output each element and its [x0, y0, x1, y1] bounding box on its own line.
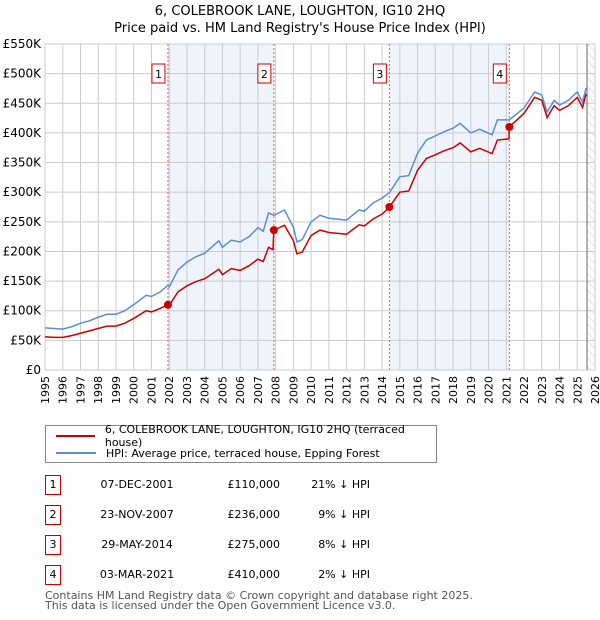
sale-period-band	[167, 44, 274, 370]
sale-label-number: 2	[261, 68, 268, 81]
y-tick-label: £450K	[3, 96, 43, 110]
x-tick-label: 2023	[536, 376, 549, 404]
sale-hpi-delta: 2% ↓ HPI	[318, 568, 370, 581]
x-tick-label: 2003	[181, 376, 194, 404]
chart-title: 6, COLEBROOK LANE, LOUGHTON, IG10 2HQ	[154, 4, 446, 19]
sale-hpi-delta: 8% ↓ HPI	[318, 538, 370, 551]
x-tick-label: 2022	[518, 376, 531, 404]
x-tick-label: 1998	[92, 376, 105, 404]
x-tick-label: 2018	[447, 376, 460, 404]
y-tick-label: £300K	[3, 185, 43, 199]
sale-date: 23-NOV-2007	[100, 508, 174, 521]
sale-label-number: 1	[155, 68, 162, 81]
x-tick-label: 2024	[554, 376, 567, 404]
y-tick-label: £250K	[3, 215, 43, 229]
sale-date: 07-DEC-2001	[100, 478, 174, 491]
future-hatch	[587, 44, 595, 370]
sale-period-band	[389, 44, 510, 370]
legend: 6, COLEBROOK LANE, LOUGHTON, IG10 2HQ (t…	[45, 423, 437, 463]
x-tick-label: 2008	[270, 376, 283, 404]
x-tick-label: 2009	[287, 376, 300, 404]
hpi-line	[44, 87, 587, 330]
x-tick-label: 2011	[323, 376, 336, 404]
x-tick-label: 2007	[252, 376, 265, 404]
x-tick-label: 2012	[341, 376, 354, 404]
y-tick-label: £550K	[3, 37, 43, 51]
footer: Contains HM Land Registry data © Crown c…	[45, 589, 473, 612]
x-tick-label: 2005	[216, 376, 229, 404]
sale-point	[163, 300, 172, 309]
plot-area: 1995 1996 1997 1998 1999 2000 2001 2002 2003 2004…	[3, 37, 600, 404]
sale-row: 3 29-MAY-2014 £275,000 8% ↓ HPI	[45, 535, 465, 555]
legend-item-property: 6, COLEBROOK LANE, LOUGHTON, IG10 2HQ (t…	[56, 423, 436, 449]
x-tick-label: 2021	[500, 376, 513, 404]
chart-subtitle: Price paid vs. HM Land Registry's House …	[114, 21, 486, 36]
x-tick-label: 2019	[465, 376, 478, 404]
x-tick-label: 2013	[358, 376, 371, 404]
y-tick-label: £500K	[3, 67, 43, 81]
x-tick-label: 2010	[305, 376, 318, 404]
property-price-line	[44, 93, 587, 339]
sale-number: 2	[45, 505, 61, 525]
sale-price: £110,000	[227, 478, 281, 491]
legend-item-hpi: HPI: Average price, terraced house, Eppi…	[56, 445, 380, 461]
sale-price: £275,000	[227, 538, 281, 551]
x-tick-label: 1995	[39, 376, 52, 404]
sale-label-box	[372, 63, 387, 84]
plot-border	[44, 43, 596, 371]
y-tick-label: £350K	[3, 156, 43, 170]
sale-row: 1 07-DEC-2001 £110,000 21% ↓ HPI	[45, 475, 465, 495]
x-tick-label: 2020	[483, 376, 496, 404]
sale-row: 2 23-NOV-2007 £236,000 9% ↓ HPI	[45, 505, 465, 525]
x-tick-label: 1999	[110, 376, 123, 404]
x-tick-label: 2004	[199, 376, 212, 404]
sale-number: 4	[45, 565, 61, 585]
legend-label-property: 6, COLEBROOK LANE, LOUGHTON, IG10 2HQ (t…	[104, 423, 405, 449]
x-tick-label: 2000	[128, 376, 141, 404]
footer-line-1: Contains HM Land Registry data © Crown c…	[45, 589, 473, 602]
sale-label-box	[257, 63, 272, 84]
sale-point	[385, 203, 394, 211]
x-tick-label: 2001	[145, 376, 158, 404]
sale-label-number: 3	[376, 68, 383, 81]
sale-hpi-delta: 9% ↓ HPI	[318, 508, 370, 521]
sale-label-box	[492, 63, 507, 84]
legend-swatch-hpi	[56, 452, 96, 454]
x-tick-label: 2014	[376, 376, 389, 404]
legend-swatch-property	[56, 435, 95, 437]
x-tick-label: 1997	[74, 376, 87, 404]
sale-row: 4 03-MAR-2021 £410,000 2% ↓ HPI	[45, 565, 465, 585]
sale-price: £410,000	[227, 568, 281, 581]
x-tick-label: 1996	[57, 376, 70, 404]
y-tick-label: £50K	[10, 333, 42, 347]
sale-label-box	[151, 63, 166, 84]
y-tick-label: £400K	[3, 126, 43, 140]
sale-price: £236,000	[227, 508, 281, 521]
legend-label-hpi: HPI: Average price, terraced house, Eppi…	[106, 446, 380, 460]
sale-point	[505, 122, 514, 131]
sale-label-number: 4	[496, 68, 503, 81]
y-tick-label: £100K	[3, 304, 43, 318]
sale-point	[269, 226, 278, 235]
y-tick-label: £0	[26, 363, 41, 377]
x-tick-label: 2026	[589, 376, 600, 404]
x-tick-label: 2016	[412, 376, 425, 404]
y-tick-label: £200K	[3, 244, 43, 258]
x-tick-label: 2006	[234, 376, 247, 404]
sale-date: 29-MAY-2014	[101, 538, 173, 551]
x-tick-label: 2025	[571, 376, 584, 404]
sale-date: 03-MAR-2021	[99, 568, 175, 581]
x-tick-label: 2002	[163, 376, 176, 404]
sale-number: 3	[45, 535, 61, 555]
sale-hpi-delta: 21% ↓ HPI	[311, 478, 370, 491]
x-tick-label: 2017	[429, 376, 442, 404]
x-tick-label: 2015	[394, 376, 407, 404]
footer-line-2: This data is licensed under the Open Gov…	[45, 599, 396, 612]
y-tick-label: £150K	[3, 274, 43, 288]
sale-number: 1	[45, 475, 61, 495]
